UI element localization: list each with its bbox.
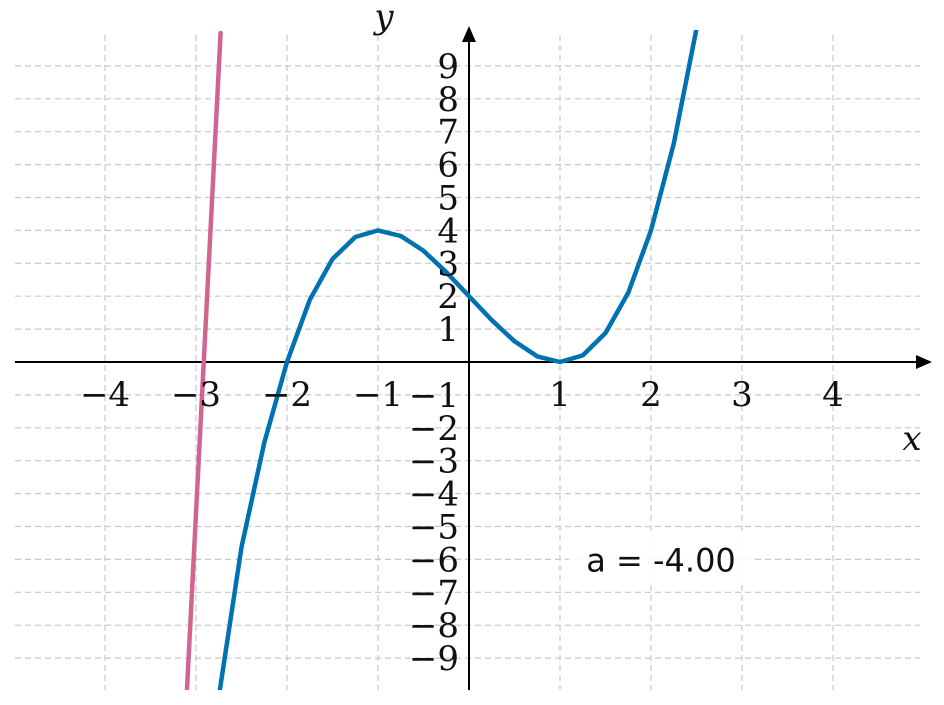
x-tick-label: 2 xyxy=(640,375,662,415)
y-tick-label: 8 xyxy=(437,80,459,120)
y-tick-label: −4 xyxy=(409,475,459,515)
y-tick-label: 6 xyxy=(437,146,459,186)
x-tick-label: −2 xyxy=(262,375,312,415)
y-tick-label: −5 xyxy=(409,508,459,548)
y-tick-label: 2 xyxy=(437,277,459,317)
y-tick-label: 4 xyxy=(437,211,459,251)
y-tick-label: −3 xyxy=(409,442,459,482)
y-tick-label: 9 xyxy=(437,47,459,87)
y-tick-label: 5 xyxy=(437,179,459,219)
series-layer xyxy=(184,30,699,690)
y-tick-label: −8 xyxy=(409,606,459,646)
parameter-readout-text: a = -4.00 xyxy=(586,541,736,579)
series-line-2 xyxy=(184,30,223,690)
x-tick-label: 3 xyxy=(731,375,753,415)
x-tick-label: −3 xyxy=(171,375,221,415)
y-tick-label: −7 xyxy=(409,573,459,613)
y-axis-arrow-icon xyxy=(462,26,476,42)
y-axis-label: y xyxy=(372,0,394,37)
y-tick-label: 1 xyxy=(437,310,459,350)
parameter-readout-background xyxy=(569,533,753,584)
parameter-readout: a = -4.00 xyxy=(569,533,753,584)
y-tick-label: −6 xyxy=(409,540,459,580)
x-tick-label: 1 xyxy=(549,375,571,415)
series-line-1 xyxy=(217,30,699,690)
x-tick-label: −4 xyxy=(80,375,130,415)
y-tick-label: −1 xyxy=(409,376,459,416)
x-tick-label: −1 xyxy=(353,375,403,415)
x-axis-arrow-icon xyxy=(916,355,932,369)
y-tick-label: 3 xyxy=(437,244,459,284)
y-tick-label: −2 xyxy=(409,409,459,449)
x-tick-label: 4 xyxy=(822,375,844,415)
axes xyxy=(15,26,932,690)
y-tick-label: −9 xyxy=(409,639,459,679)
y-tick-label: 7 xyxy=(437,113,459,153)
x-axis-label: x xyxy=(902,419,921,459)
